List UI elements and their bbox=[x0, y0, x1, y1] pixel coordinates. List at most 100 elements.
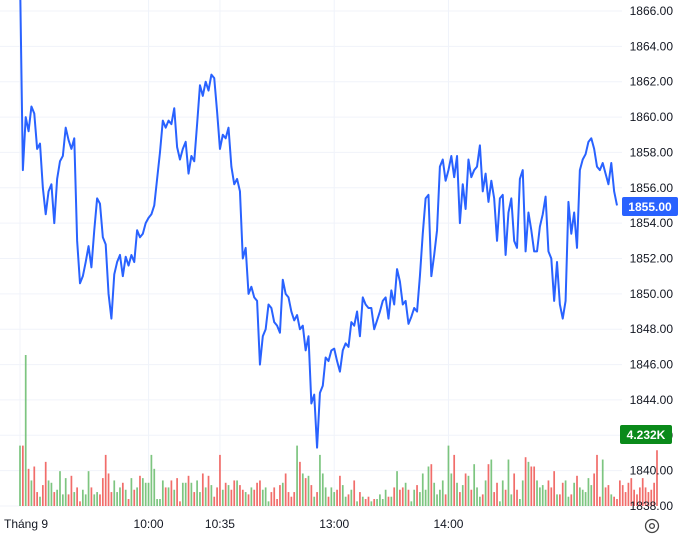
volume-bar bbox=[607, 485, 610, 506]
volume-bar bbox=[56, 489, 58, 506]
volume-bar bbox=[381, 499, 384, 506]
volume-bar bbox=[570, 494, 573, 506]
volume-bar bbox=[159, 499, 161, 506]
volume-bar bbox=[504, 489, 507, 506]
y-axis[interactable]: 1838.001840.001842.001844.001846.001848.… bbox=[630, 4, 674, 513]
volume-bar bbox=[281, 482, 284, 506]
volume-bar bbox=[156, 499, 158, 506]
x-tick-label: 10:00 bbox=[134, 517, 164, 531]
volume-bar bbox=[513, 473, 516, 506]
volume-bar bbox=[616, 499, 618, 506]
settings-icon[interactable] bbox=[644, 518, 660, 534]
volume-bar bbox=[304, 478, 307, 506]
volume-bar bbox=[221, 489, 224, 506]
volume-bar bbox=[170, 480, 173, 506]
volume-bar bbox=[461, 485, 464, 506]
volume-bar bbox=[516, 489, 518, 506]
volume-bar bbox=[227, 485, 230, 506]
volume-bar bbox=[150, 454, 153, 506]
y-tick-label: 1864.00 bbox=[630, 39, 674, 53]
volume-bar bbox=[273, 487, 276, 506]
volume-bar bbox=[613, 496, 616, 506]
volume-bar bbox=[41, 485, 44, 506]
volume-bar bbox=[241, 489, 244, 506]
volume-bar bbox=[627, 482, 630, 506]
volume-bar bbox=[593, 473, 596, 506]
volume-bar bbox=[19, 445, 21, 506]
volume-bar bbox=[530, 466, 533, 506]
y-tick-label: 1848.00 bbox=[630, 322, 674, 336]
volume-bar bbox=[44, 461, 47, 506]
volume-bar bbox=[364, 499, 367, 506]
volume-bar bbox=[413, 489, 416, 506]
volume-bar bbox=[421, 473, 424, 506]
volume-bar bbox=[564, 480, 567, 506]
volume-bar bbox=[596, 454, 598, 506]
volume-bar bbox=[290, 496, 293, 506]
volume-bar bbox=[110, 492, 113, 506]
volume-bar bbox=[296, 445, 298, 506]
volume-bar bbox=[204, 487, 207, 506]
volume-bar bbox=[647, 492, 650, 506]
volume-bar bbox=[216, 487, 218, 506]
last-price-badge: 1855.00 bbox=[622, 197, 678, 216]
volume-bar bbox=[510, 494, 513, 506]
volume-bar bbox=[581, 489, 584, 506]
volume-bar bbox=[119, 487, 121, 506]
volume-bar bbox=[476, 487, 478, 506]
x-tick-label: 14:00 bbox=[433, 517, 463, 531]
volume-bar bbox=[253, 489, 256, 506]
volume-bar bbox=[259, 480, 261, 506]
volume-bar bbox=[367, 496, 370, 506]
x-axis[interactable]: Tháng 9 10:00 10:35 13:00 14:00 bbox=[4, 517, 464, 531]
y-tick-label: 1856.00 bbox=[630, 181, 674, 195]
volume-bar bbox=[261, 489, 264, 506]
volume-bar bbox=[496, 482, 498, 506]
volume-bar bbox=[373, 499, 376, 506]
volume-bar bbox=[93, 494, 96, 506]
volume-bar bbox=[187, 475, 190, 506]
volume-bar bbox=[316, 492, 318, 506]
volume-bar bbox=[284, 473, 287, 506]
volume-bar bbox=[147, 482, 150, 506]
volume-bar bbox=[299, 461, 301, 506]
volume-bar bbox=[87, 471, 90, 506]
y-tick-label: 1838.00 bbox=[630, 499, 674, 513]
volume-bar bbox=[450, 473, 453, 506]
volume-bar bbox=[493, 492, 496, 506]
volume-bar bbox=[579, 487, 581, 506]
volume-bar bbox=[587, 478, 590, 506]
volume-bar bbox=[21, 445, 24, 506]
volume-bar bbox=[584, 492, 587, 506]
volume-bar bbox=[347, 494, 350, 506]
volume-bar bbox=[630, 478, 633, 506]
volume-bar bbox=[370, 501, 373, 506]
volume-bar bbox=[359, 492, 361, 506]
volume-bar bbox=[267, 501, 270, 506]
volume-bar bbox=[141, 478, 144, 506]
volume-bar bbox=[233, 480, 236, 506]
volume-bar bbox=[638, 487, 641, 506]
volume-bar bbox=[401, 487, 404, 506]
volume-bar bbox=[244, 492, 247, 506]
volume-bar bbox=[399, 489, 401, 506]
volume-bar bbox=[618, 480, 621, 506]
volume-bar bbox=[99, 494, 101, 506]
volume-bar bbox=[433, 482, 436, 506]
last-price-label: 1855.00 bbox=[628, 200, 672, 214]
volume-bar bbox=[507, 459, 510, 506]
volume-bar bbox=[464, 473, 467, 506]
volume-bar bbox=[279, 485, 281, 506]
y-tick-label: 1860.00 bbox=[630, 110, 674, 124]
volume-bar bbox=[470, 489, 473, 506]
volume-bar bbox=[313, 496, 316, 506]
volume-bar bbox=[293, 492, 296, 506]
y-tick-label: 1862.00 bbox=[630, 75, 674, 89]
volume-bar bbox=[573, 482, 576, 506]
volume-bar bbox=[181, 482, 184, 506]
volume-bar bbox=[136, 487, 138, 506]
x-tick-label: 13:00 bbox=[319, 517, 349, 531]
volume-bar bbox=[567, 496, 570, 506]
